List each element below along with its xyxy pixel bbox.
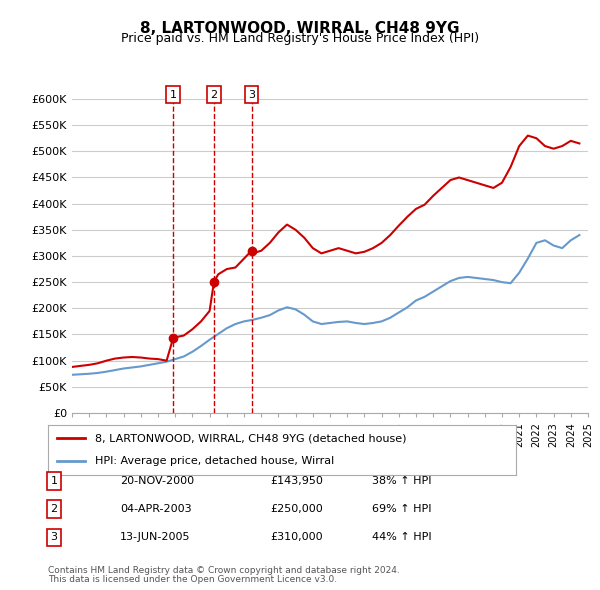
- Text: Price paid vs. HM Land Registry's House Price Index (HPI): Price paid vs. HM Land Registry's House …: [121, 32, 479, 45]
- Text: £143,950: £143,950: [270, 476, 323, 486]
- Text: 38% ↑ HPI: 38% ↑ HPI: [372, 476, 431, 486]
- Text: 2: 2: [50, 504, 58, 514]
- Text: 1: 1: [170, 90, 177, 100]
- Text: This data is licensed under the Open Government Licence v3.0.: This data is licensed under the Open Gov…: [48, 575, 337, 584]
- Text: £310,000: £310,000: [270, 533, 323, 542]
- Text: 1: 1: [50, 476, 58, 486]
- Text: 2: 2: [211, 90, 217, 100]
- Text: 44% ↑ HPI: 44% ↑ HPI: [372, 533, 431, 542]
- Text: Contains HM Land Registry data © Crown copyright and database right 2024.: Contains HM Land Registry data © Crown c…: [48, 566, 400, 575]
- Text: HPI: Average price, detached house, Wirral: HPI: Average price, detached house, Wirr…: [95, 457, 334, 467]
- Text: 20-NOV-2000: 20-NOV-2000: [120, 476, 194, 486]
- Text: 69% ↑ HPI: 69% ↑ HPI: [372, 504, 431, 514]
- Text: £250,000: £250,000: [270, 504, 323, 514]
- Text: 13-JUN-2005: 13-JUN-2005: [120, 533, 191, 542]
- Text: 04-APR-2003: 04-APR-2003: [120, 504, 191, 514]
- Text: 3: 3: [50, 533, 58, 542]
- Text: 3: 3: [248, 90, 255, 100]
- Text: 8, LARTONWOOD, WIRRAL, CH48 9YG (detached house): 8, LARTONWOOD, WIRRAL, CH48 9YG (detache…: [95, 433, 406, 443]
- Text: 8, LARTONWOOD, WIRRAL, CH48 9YG: 8, LARTONWOOD, WIRRAL, CH48 9YG: [140, 21, 460, 35]
